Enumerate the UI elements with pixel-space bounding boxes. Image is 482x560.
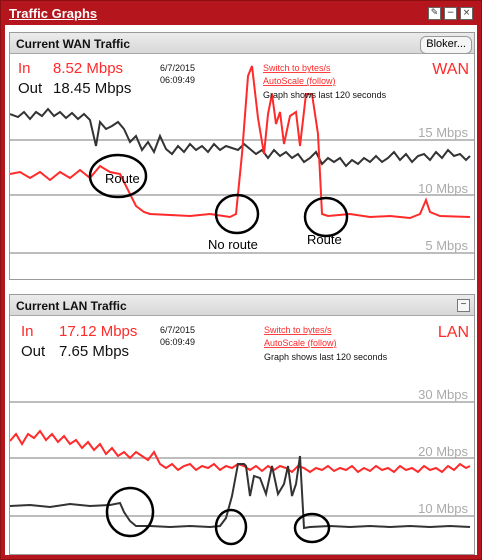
lan-graph: 30 Mbps 20 Mbps 10 Mbps In 17.12 Mbps Ou… — [9, 316, 474, 553]
wrench-icon[interactable]: ✎ — [428, 7, 441, 20]
lan-tick-label: 10 Mbps — [418, 501, 468, 516]
wan-panel: Current WAN Traffic Bloker... 15 Mbps 10… — [9, 32, 475, 280]
wan-graph-note: Graph shows last 120 seconds — [263, 90, 387, 100]
annotation-circle — [293, 512, 331, 544]
lan-in-label: In — [21, 323, 34, 340]
lan-panel: Current LAN Traffic − 30 Mbps 20 Mbps 10… — [9, 294, 475, 555]
lan-interface-label: LAN — [438, 324, 469, 341]
close-icon[interactable]: × — [460, 7, 473, 20]
wan-switch-bytes-link[interactable]: Switch to bytes/s — [263, 63, 331, 73]
lan-tick-label: 30 Mbps — [418, 387, 468, 402]
minimize-icon[interactable]: − — [444, 7, 457, 20]
lan-autoscale-link[interactable]: AutoScale (follow) — [264, 338, 337, 348]
lan-out-label: Out — [21, 343, 46, 360]
lan-out-series-line — [9, 455, 471, 530]
wan-out-value: 18.45 Mbps — [53, 80, 131, 97]
lan-panel-title: Current LAN Traffic — [16, 299, 127, 313]
widget-titlebar: Traffic Graphs ✎ − × — [1, 1, 481, 25]
wan-in-series-line — [9, 65, 471, 220]
lan-in-value: 17.12 Mbps — [59, 323, 137, 340]
wan-in-label: In — [18, 60, 31, 77]
wan-panel-header: Current WAN Traffic Bloker... — [10, 33, 474, 54]
wan-autoscale-link[interactable]: AutoScale (follow) — [263, 76, 336, 86]
annotation-circle — [88, 153, 148, 199]
wan-panel-title: Current WAN Traffic — [16, 37, 131, 51]
wan-date: 6/7/2015 — [160, 63, 195, 73]
blocker-button[interactable]: Bloker... — [420, 36, 472, 54]
lan-switch-bytes-link[interactable]: Switch to bytes/s — [264, 325, 332, 335]
wan-tick-label: 10 Mbps — [418, 181, 468, 196]
lan-panel-header: Current LAN Traffic − — [10, 295, 474, 316]
wan-out-label: Out — [18, 80, 43, 97]
lan-graph-svg: 30 Mbps 20 Mbps 10 Mbps In 17.12 Mbps Ou… — [9, 323, 474, 546]
annotation-circle — [105, 486, 155, 538]
wan-graph: 15 Mbps 10 Mbps 5 Mbps Route No route Ro… — [9, 54, 474, 278]
annotation-circle — [214, 193, 260, 235]
lan-minimize-button[interactable]: − — [457, 299, 470, 312]
wan-tick-label: 5 Mbps — [425, 238, 468, 253]
wan-annotation-label: Route — [105, 171, 140, 186]
lan-time: 06:09:49 — [160, 337, 195, 347]
widget-title-link[interactable]: Traffic Graphs — [9, 6, 98, 21]
lan-graph-note: Graph shows last 120 seconds — [264, 352, 388, 362]
widget-controls: ✎ − × — [428, 7, 473, 20]
lan-out-value: 7.65 Mbps — [59, 343, 129, 360]
wan-time: 06:09:49 — [160, 75, 195, 85]
wan-annotation-label: Route — [307, 232, 342, 247]
annotation-circle — [214, 508, 248, 546]
lan-in-series-line — [9, 429, 471, 474]
wan-graph-svg: 15 Mbps 10 Mbps 5 Mbps Route No route Ro… — [9, 60, 474, 254]
wan-interface-label: WAN — [432, 61, 469, 78]
widget-body: Current WAN Traffic Bloker... 15 Mbps 10… — [5, 25, 477, 555]
wan-annotation-label: No route — [208, 237, 258, 252]
wan-tick-label: 15 Mbps — [418, 125, 468, 140]
wan-out-series-line — [9, 107, 471, 168]
annotation-circle — [303, 196, 349, 238]
wan-in-value: 8.52 Mbps — [53, 60, 123, 77]
lan-tick-label: 20 Mbps — [418, 444, 468, 459]
lan-date: 6/7/2015 — [160, 325, 195, 335]
